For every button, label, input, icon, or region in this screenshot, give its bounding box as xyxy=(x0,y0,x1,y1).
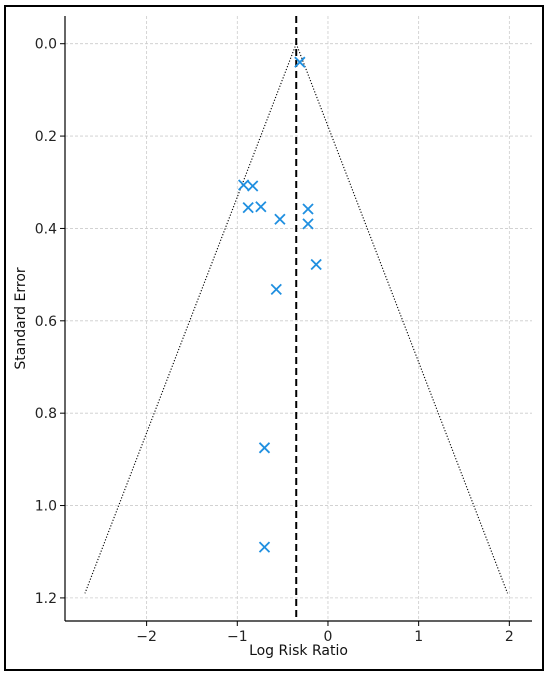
data-point xyxy=(302,218,314,230)
data-point xyxy=(242,202,254,214)
funnel-lines xyxy=(84,16,509,621)
data-point-stroke xyxy=(258,442,271,454)
data-point-stroke xyxy=(258,541,271,553)
data-point-stroke xyxy=(302,218,314,230)
data-point-stroke xyxy=(294,56,306,68)
y-tick-label: 0.2 xyxy=(35,129,57,145)
data-point xyxy=(270,283,282,296)
data-point-stroke xyxy=(302,203,314,215)
data-point xyxy=(302,203,314,215)
data-points xyxy=(238,56,322,553)
data-point-stroke xyxy=(270,283,282,296)
data-point xyxy=(247,180,259,192)
data-point-stroke xyxy=(247,180,259,192)
axes xyxy=(64,16,532,622)
y-tick-label: 1.0 xyxy=(35,499,57,515)
data-point xyxy=(294,56,306,68)
x-tick-label: −2 xyxy=(136,629,157,645)
x-tick-label: 0 xyxy=(324,629,333,645)
y-tick-label: 0.4 xyxy=(35,221,57,237)
data-point-stroke xyxy=(255,201,267,213)
y-tick-label: 0.6 xyxy=(35,314,57,330)
y-tick-label: 1.2 xyxy=(35,591,57,607)
y-tick-label: 0.0 xyxy=(35,37,57,53)
data-point xyxy=(310,258,322,271)
x-axis-label: Log Risk Ratio xyxy=(249,643,348,659)
grid-layer xyxy=(65,16,532,621)
x-tick-label: −1 xyxy=(227,629,248,645)
y-axis-label: Standard Error xyxy=(13,267,29,370)
data-point-stroke xyxy=(238,179,250,191)
x-tick-label: 1 xyxy=(414,629,423,645)
data-point xyxy=(274,213,286,225)
y-tick-label: 0.8 xyxy=(35,406,57,422)
tick-labels: −2 −1 0 1 2 0.0 0.2 0.4 0.6 0.8 1.0 1.2 xyxy=(35,37,514,645)
x-tick-label: 2 xyxy=(505,629,514,645)
funnel-right-line xyxy=(295,43,509,594)
funnel-left-line xyxy=(84,43,297,594)
data-point-stroke xyxy=(310,258,322,271)
data-point-stroke xyxy=(274,213,286,225)
data-point-stroke xyxy=(242,202,254,214)
chart-frame xyxy=(4,5,544,671)
data-point xyxy=(255,201,267,213)
data-point xyxy=(238,179,250,191)
data-point xyxy=(258,442,271,454)
data-point xyxy=(258,541,271,553)
